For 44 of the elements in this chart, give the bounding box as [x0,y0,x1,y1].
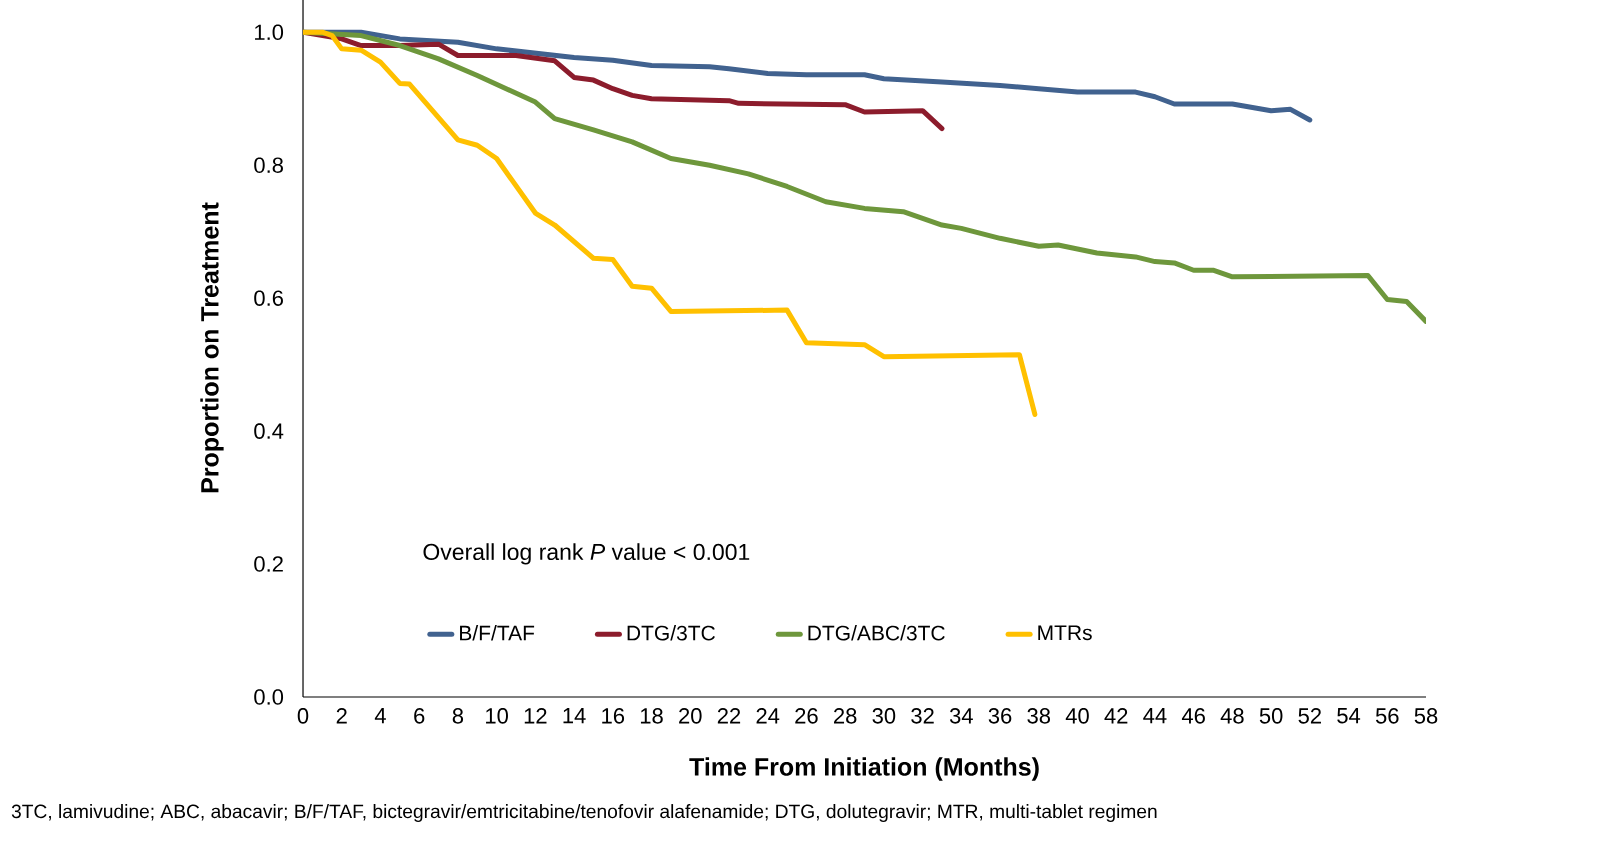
x-tick-label: 42 [1104,708,1128,724]
y-tick-label: 0.0 [254,689,284,705]
x-tick-label: 30 [872,708,896,724]
x-tick-label: 24 [756,708,780,724]
x-tick-label: 22 [717,708,741,724]
x-tick-label: 2 [336,708,347,724]
y-tick-label: 0.4 [254,423,284,439]
legend-label: DTG/ABC/3TC [808,625,945,641]
y-tick-label: 0.2 [254,556,283,572]
y-tick-label: 0.6 [254,290,283,306]
x-tick-label: 40 [1065,708,1089,724]
x-tick-label: 10 [486,708,508,724]
x-tick-label: 6 [414,708,425,724]
x-tick-label: 50 [1259,708,1283,724]
x-tick-label: 0 [297,708,309,724]
annotation: Overall log rank P value < 0.001 [423,543,750,565]
x-tick-label: 34 [949,708,973,724]
x-tick-label: 12 [524,708,547,724]
x-tick-label: 46 [1181,708,1205,724]
y-axis-title: Proportion on Treatment [200,202,224,493]
x-tick-label: 36 [988,708,1012,724]
x-axis-title: Time From Initiation (Months) [689,757,1039,781]
legend-label: B/F/TAF [460,625,535,641]
x-tick-label: 8 [452,708,464,724]
x-tick-label: 16 [602,708,625,724]
x-tick-label: 18 [640,708,663,724]
x-tick-label: 20 [679,708,702,724]
x-tick-label: 48 [1220,708,1244,724]
x-tick-label: 38 [1027,708,1051,724]
x-tick-label: 32 [911,708,934,724]
x-tick-label: 52 [1298,708,1321,724]
x-tick-label: 4 [374,708,386,724]
x-tick-label: 14 [563,708,586,724]
x-tick-label: 26 [795,708,818,724]
x-tick-label: 28 [834,708,857,724]
x-tick-label: 44 [1143,708,1167,724]
x-tick-label: 54 [1337,708,1361,724]
y-tick-label: 0.8 [254,157,283,173]
legend-label: MTRs [1038,625,1092,641]
x-tick-label: 58 [1414,708,1438,724]
y-tick-label: 1.0 [255,24,284,41]
legend-label: DTG/3TC [627,625,715,641]
x-tick-label: 56 [1375,708,1399,724]
text: 3TC, lamivudine; ABC, abacavir; B/F/TAF, bictegravir/emtricitabine/tenofovir alafenamide; DTG, dolutegravir; MTR, multi-tablet regimen [11,804,1157,822]
